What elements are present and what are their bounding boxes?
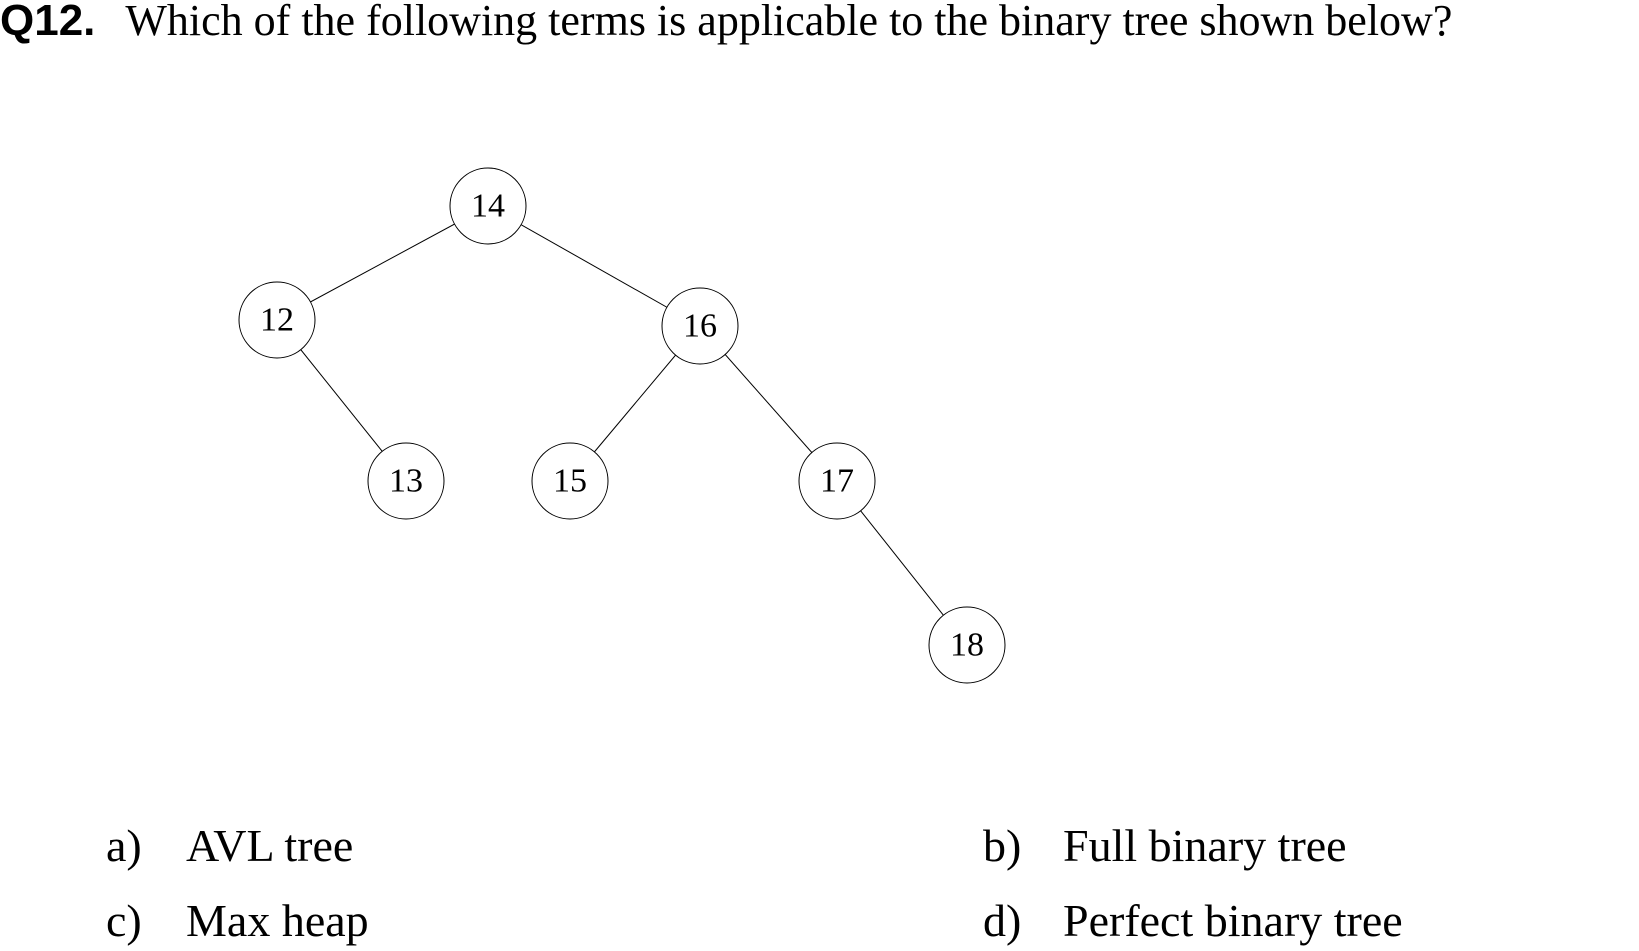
tree-node-circle — [928, 606, 1006, 684]
tree-node-13: 13 — [367, 442, 445, 520]
option-a[interactable]: a) AVL tree — [106, 816, 353, 876]
question-heading: Q12. Which of the following terms is appl… — [0, 0, 1452, 54]
tree-node-label: 16 — [683, 308, 717, 345]
option-text: Max heap — [186, 895, 369, 946]
tree-node-16: 16 — [661, 287, 739, 365]
tree-node-15: 15 — [531, 442, 609, 520]
tree-node-circle — [238, 281, 316, 359]
tree-node-17: 17 — [798, 442, 876, 520]
tree-node-circle — [449, 167, 527, 245]
tree-node-label: 14 — [471, 188, 505, 225]
option-letter: c) — [106, 895, 142, 946]
question-number: Q12. — [0, 0, 96, 45]
edge-14-16 — [487, 205, 701, 327]
question-text: Which of the following terms is applicab… — [125, 0, 1453, 45]
edge-14-12 — [276, 205, 489, 321]
option-d[interactable]: d) Perfect binary tree — [983, 891, 1403, 951]
option-text: Full binary tree — [1063, 820, 1347, 871]
tree-node-circle — [661, 287, 739, 365]
binary-tree-diagram: 14 12 16 13 15 17 18 — [238, 167, 1006, 684]
tree-node-label: 18 — [950, 627, 984, 664]
option-letter: a) — [106, 820, 142, 871]
tree-node-18: 18 — [928, 606, 1006, 684]
option-letter: d) — [983, 895, 1022, 946]
tree-node-circle — [531, 442, 609, 520]
tree-node-12: 12 — [238, 281, 316, 359]
tree-node-label: 17 — [820, 463, 854, 500]
tree-node-circle — [798, 442, 876, 520]
option-b[interactable]: b) Full binary tree — [983, 816, 1347, 876]
option-c[interactable]: c) Max heap — [106, 891, 369, 951]
tree-node-label: 13 — [389, 463, 423, 500]
tree-node-circle — [367, 442, 445, 520]
option-text: AVL tree — [186, 820, 354, 871]
option-letter: b) — [983, 820, 1022, 871]
tree-node-label: 12 — [260, 302, 294, 339]
tree-node-label: 15 — [553, 463, 587, 500]
tree-node-14: 14 — [449, 167, 527, 245]
option-text: Perfect binary tree — [1063, 895, 1403, 946]
tree-edges — [276, 205, 968, 646]
